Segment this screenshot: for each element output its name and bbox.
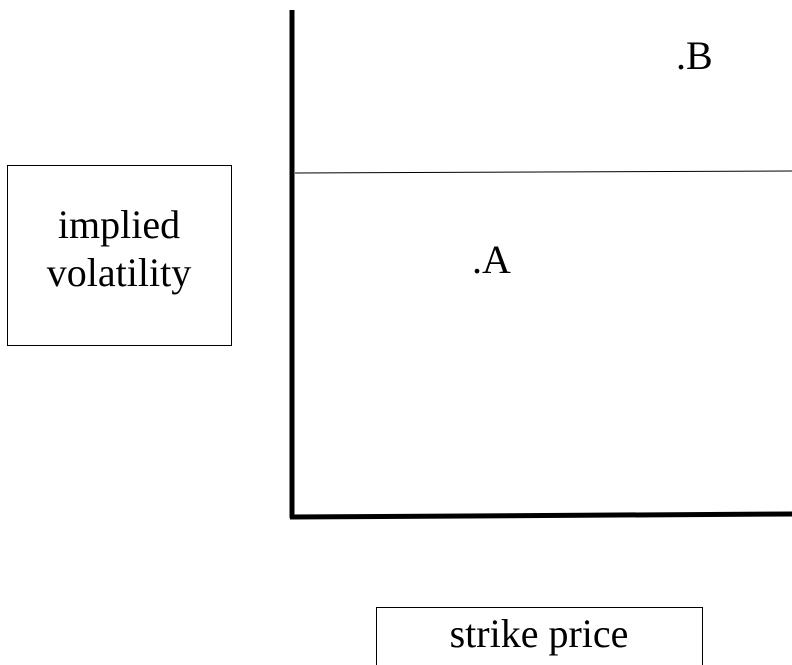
y-label-box [7,165,232,346]
point-label: .A [472,237,511,282]
y-label-line: volatility [47,250,191,295]
x-axis [289,511,792,520]
x-label-box [376,607,703,665]
y-label-line: implied [58,202,180,247]
x-label: strike price [450,611,629,656]
reference-line [294,170,792,174]
point-label: .B [676,33,713,78]
